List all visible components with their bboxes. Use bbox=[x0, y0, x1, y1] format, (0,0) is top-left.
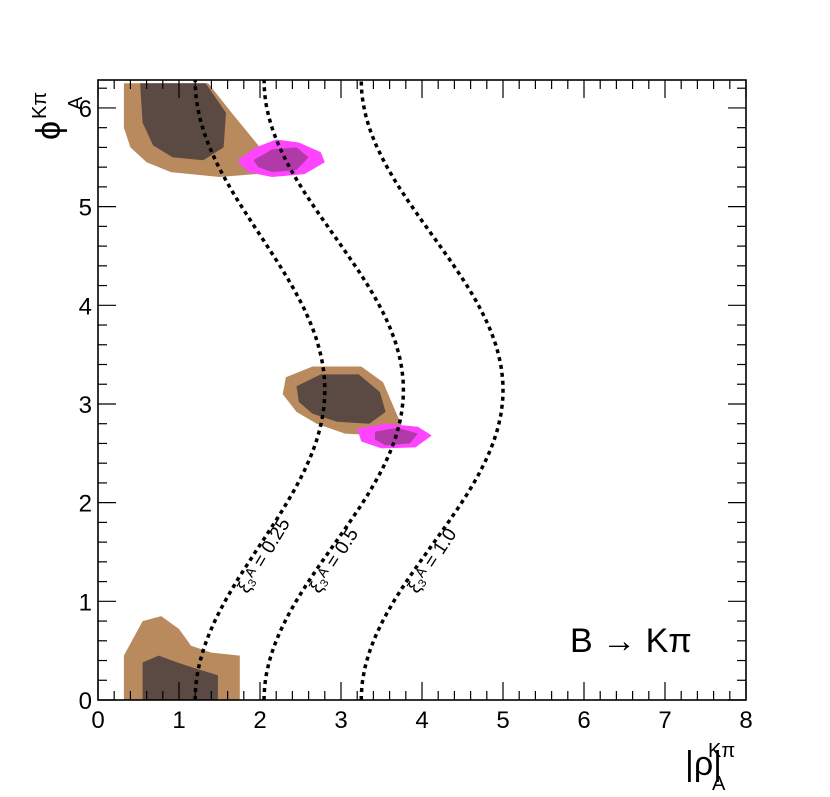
x-tick-label: 6 bbox=[577, 707, 590, 734]
y-axis-title-main: ϕ bbox=[30, 121, 68, 140]
allowed-region-top-inner bbox=[140, 83, 226, 161]
chart-annotation: B → Kπ bbox=[570, 622, 692, 660]
svg-text:ϕKπ: ϕ Kπ bbox=[29, 92, 68, 140]
y-axis-title: ϕ Kπ A bbox=[29, 92, 87, 140]
y-tick-label: 3 bbox=[79, 392, 92, 419]
regions-layer bbox=[123, 83, 432, 700]
x-tick-label: 0 bbox=[91, 707, 104, 734]
axes-layer: 0 1 2 3 4 5 6 7 8 0 1 2 3 4 5 6 bbox=[79, 79, 753, 734]
labels-layer: ξ₃ᴬ = 0.25 ξ₃ᴬ = 0.5 ξ₃ᴬ = 1.0 bbox=[234, 515, 462, 598]
y-tick-label: 2 bbox=[79, 491, 92, 518]
y-tick-label: 4 bbox=[79, 293, 92, 320]
x-tick-label: 7 bbox=[658, 707, 671, 734]
x-tick-label: 2 bbox=[253, 707, 266, 734]
curves-layer bbox=[193, 80, 505, 701]
svg-text:|ρ|: |ρ| bbox=[685, 745, 722, 783]
x-axis-title-subscript: A bbox=[712, 773, 726, 795]
xi-curve-1-label: ξ₃ᴬ = 0.25 bbox=[234, 515, 295, 597]
x-axis-title-main: |ρ| bbox=[685, 745, 722, 783]
y-tick-label: 0 bbox=[79, 688, 92, 715]
magenta-region-top-inner bbox=[253, 147, 309, 173]
xi-curve-2-label: ξ₃ᴬ = 0.5 bbox=[306, 525, 363, 598]
x-axis-title-superscript: Kπ bbox=[708, 740, 735, 762]
y-tick-label: 6 bbox=[79, 96, 92, 123]
y-tick-label: 5 bbox=[79, 195, 92, 222]
x-tick-label: 1 bbox=[172, 707, 185, 734]
xi-curve-3 bbox=[359, 80, 505, 700]
xi-curve-2 bbox=[262, 80, 406, 701]
x-tick-label: 3 bbox=[334, 707, 347, 734]
y-axis-title-subscript: A bbox=[65, 96, 87, 110]
y-axis-title-superscript: Kπ bbox=[29, 92, 51, 119]
x-axis-title: |ρ| Kπ A bbox=[685, 740, 735, 795]
allowed-region-middle-inner bbox=[296, 374, 386, 424]
x-tick-label: 8 bbox=[739, 707, 752, 734]
xi-curve-3-label: ξ₃ᴬ = 1.0 bbox=[404, 525, 462, 598]
x-tick-label: 4 bbox=[415, 707, 428, 734]
x-tick-label: 5 bbox=[496, 707, 509, 734]
allowed-region-bottom-inner bbox=[142, 655, 218, 700]
y-tick-label: 1 bbox=[79, 589, 92, 616]
